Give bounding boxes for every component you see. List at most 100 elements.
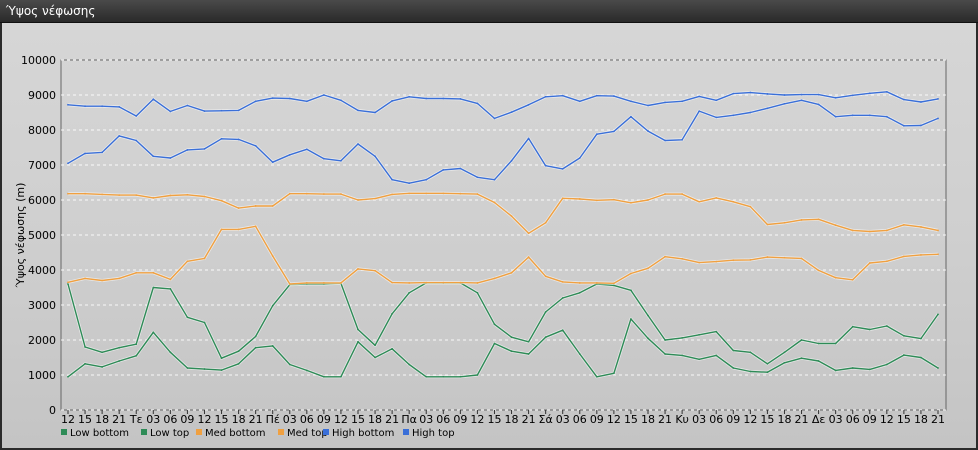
data-point xyxy=(681,193,684,195)
data-point xyxy=(493,342,496,345)
data-point xyxy=(647,199,649,201)
data-point xyxy=(664,101,666,104)
window-titlebar: Ύψος νέφωσης xyxy=(0,0,978,23)
data-point xyxy=(374,269,376,272)
data-point xyxy=(937,313,939,316)
data-point xyxy=(203,110,206,112)
data-point xyxy=(169,110,172,113)
data-point xyxy=(647,130,649,132)
data-point xyxy=(817,103,820,106)
data-point xyxy=(561,281,564,283)
data-point xyxy=(493,178,496,181)
data-point xyxy=(561,197,564,200)
data-point xyxy=(544,336,547,339)
data-point xyxy=(442,375,445,378)
data-point xyxy=(783,351,786,354)
data-point xyxy=(749,351,752,354)
x-tick-label: 18 xyxy=(368,413,382,426)
data-point xyxy=(305,282,308,284)
data-point xyxy=(340,375,342,378)
data-point xyxy=(902,223,905,226)
series-line xyxy=(68,192,939,235)
data-point xyxy=(391,178,394,181)
data-point xyxy=(612,284,615,287)
x-tick-label: 18 xyxy=(641,413,655,426)
data-point xyxy=(885,115,888,118)
data-point xyxy=(408,282,411,284)
data-point xyxy=(851,325,854,328)
x-tick-label: 15 xyxy=(351,413,365,426)
x-tick-label: 21 xyxy=(112,413,126,426)
x-tick-label: 06 xyxy=(163,413,177,426)
data-point xyxy=(493,201,496,204)
data-point xyxy=(902,255,905,258)
data-point xyxy=(715,116,718,119)
data-point xyxy=(152,155,155,158)
data-point xyxy=(391,312,394,315)
x-axis: 12 15 18 21 Τε 03 06 09 12 15 18 21 Πέ 03 06 09 12 15 18 21… xyxy=(61,410,945,426)
data-point xyxy=(715,99,718,102)
data-point xyxy=(67,103,69,106)
data-point xyxy=(732,92,735,95)
data-point xyxy=(715,260,718,263)
data-point xyxy=(783,361,786,364)
data-point xyxy=(67,192,69,195)
x-tick-label: 03 xyxy=(692,413,706,426)
x-tick-label: 18 xyxy=(232,413,246,426)
data-point xyxy=(766,223,769,226)
x-tick-label: 18 xyxy=(95,413,109,426)
data-point xyxy=(408,95,411,98)
legend-label: Med top xyxy=(287,428,328,439)
x-tick-label: 03 xyxy=(283,413,297,426)
data-point xyxy=(664,139,666,142)
data-point xyxy=(220,228,223,231)
data-point xyxy=(595,94,598,97)
data-point xyxy=(902,354,905,356)
data-point xyxy=(920,337,922,340)
data-point xyxy=(322,157,325,160)
data-point xyxy=(647,337,649,340)
data-point xyxy=(544,95,547,98)
data-point xyxy=(493,117,496,120)
data-point xyxy=(322,193,325,195)
data-point xyxy=(152,286,155,289)
data-point xyxy=(937,117,939,120)
x-tick-label: 06 xyxy=(709,413,723,426)
data-point xyxy=(902,334,905,337)
data-point xyxy=(681,337,684,339)
data-point xyxy=(647,267,649,270)
data-point xyxy=(732,114,735,117)
data-point xyxy=(186,316,189,319)
y-axis: 0 1000 2000 3000 4000 5000 6000 7000 8000 9000 100… xyxy=(21,54,56,417)
data-point xyxy=(476,282,479,284)
data-point xyxy=(630,201,632,204)
data-point xyxy=(84,105,86,108)
data-point xyxy=(595,133,598,136)
series-low-top xyxy=(66,281,940,366)
y-tick-label: 1000 xyxy=(28,369,56,382)
data-point xyxy=(169,288,172,290)
y-tick-label: 4000 xyxy=(28,264,56,277)
data-point xyxy=(766,371,769,374)
data-point xyxy=(84,192,86,195)
data-point xyxy=(834,342,837,345)
x-tick-label: 09 xyxy=(453,413,467,426)
data-point xyxy=(885,90,888,93)
data-point xyxy=(681,100,684,103)
data-point xyxy=(766,256,769,258)
data-point xyxy=(561,167,564,170)
data-point xyxy=(510,159,513,162)
data-point xyxy=(902,98,905,101)
data-point xyxy=(442,169,445,171)
data-point xyxy=(868,328,871,331)
y-axis-label: Ύψος νέφωσης (m) xyxy=(14,183,27,289)
data-point xyxy=(510,336,513,339)
data-point xyxy=(186,260,189,263)
x-tick-label: 12 xyxy=(607,413,621,426)
data-point xyxy=(152,98,155,101)
x-tick-label: 06 xyxy=(573,413,587,426)
data-point xyxy=(425,192,428,195)
x-tick-label: 09 xyxy=(180,413,194,426)
data-point xyxy=(544,164,547,167)
data-point xyxy=(783,221,786,224)
